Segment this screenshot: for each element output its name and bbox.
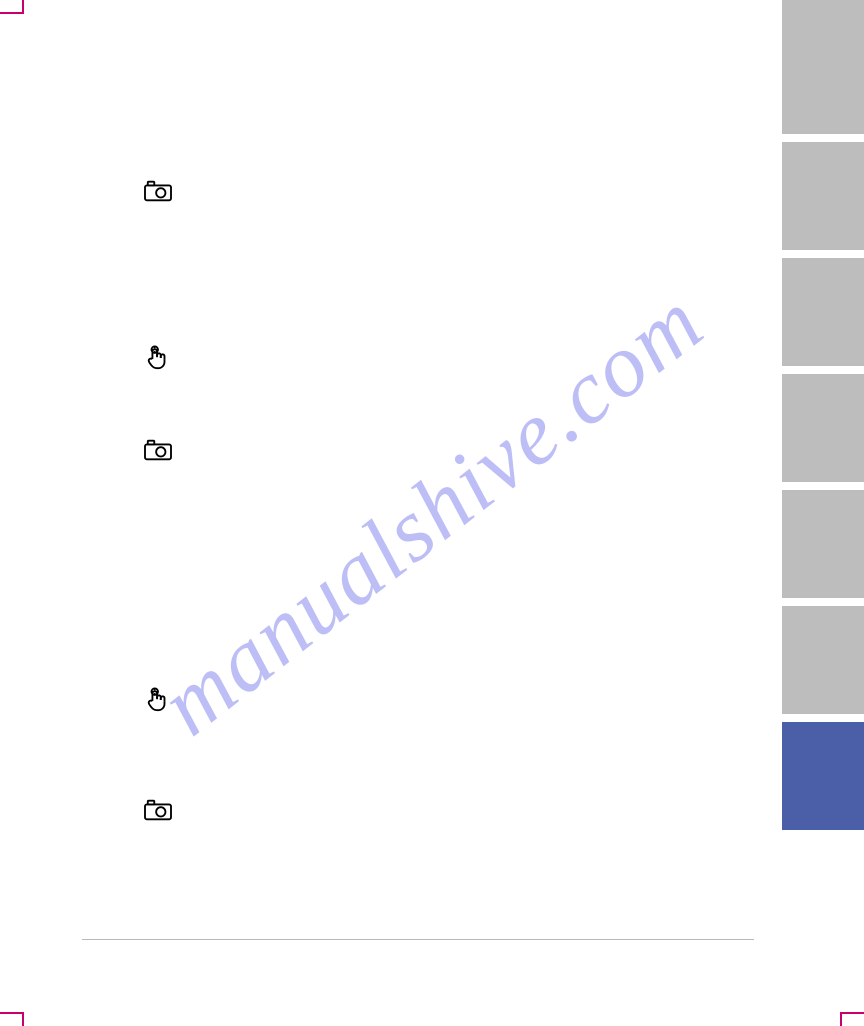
crop-mark	[0, 1012, 22, 1014]
camera-icon	[142, 437, 174, 468]
page-body	[82, 0, 754, 1026]
side-tab	[782, 374, 864, 482]
touch-icon	[142, 345, 174, 376]
side-tab	[782, 490, 864, 598]
crop-mark	[842, 1012, 864, 1014]
crop-mark	[22, 1012, 24, 1026]
touch-icon	[142, 687, 174, 718]
crop-mark	[22, 0, 24, 14]
side-tab	[782, 258, 864, 366]
crop-mark	[0, 12, 22, 14]
crop-mark	[840, 1012, 842, 1026]
side-tabs	[782, 0, 864, 838]
side-tab	[782, 722, 864, 830]
side-tab	[782, 606, 864, 714]
camera-icon	[142, 178, 174, 209]
side-tab	[782, 0, 864, 134]
camera-icon	[142, 797, 174, 828]
side-tab	[782, 142, 864, 250]
footer-divider	[82, 939, 754, 940]
